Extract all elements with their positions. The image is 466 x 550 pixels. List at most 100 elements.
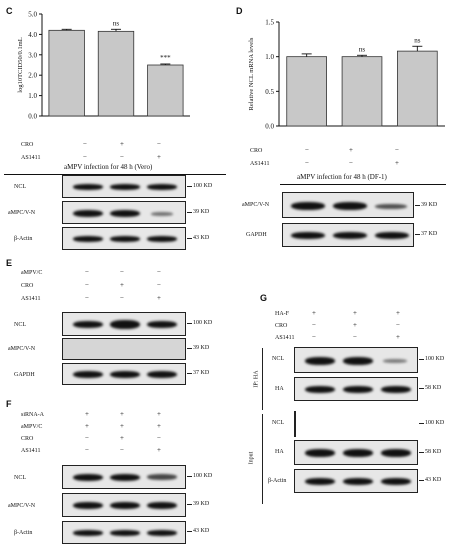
panel-c-blot-vn bbox=[62, 201, 186, 224]
panel-g-ip-blot-ncl-mw: 100 KD bbox=[425, 356, 445, 362]
panel-f-cro-sign-2: + bbox=[120, 434, 124, 442]
panel-c-significance: ns bbox=[113, 19, 120, 27]
panel-f-as1411-sign-1: − bbox=[85, 446, 89, 454]
panel-d-significance: ns bbox=[359, 45, 366, 53]
panel-c-ytick-label: 5.0 bbox=[28, 11, 37, 19]
panel-f-as1411-sign-3: + bbox=[157, 446, 161, 454]
panel-e-ampvc-sign-2: − bbox=[120, 268, 124, 276]
panel-e-blot-ncl-mw: 100 KD bbox=[193, 320, 213, 326]
panel-f-cro-sign-1: − bbox=[85, 434, 89, 442]
panel-e-ampvc-sign-1: − bbox=[85, 268, 89, 276]
panel-d-infection-label: aMPV infection for 48 h (DF-1) bbox=[297, 173, 387, 181]
panel-c-ytick-label: 1.0 bbox=[28, 92, 37, 100]
panel-d-treatment-cro-label: CRO bbox=[250, 148, 263, 154]
panel-c-bar bbox=[97, 30, 135, 117]
panel-d-letter: D bbox=[236, 6, 243, 16]
panel-c-blot-actin-label: β-Actin bbox=[14, 236, 33, 242]
panel-f-ampvc-sign-2: + bbox=[120, 422, 124, 430]
panel-c-treatment-as1411-label: AS1411 bbox=[21, 155, 41, 161]
panel-f-sirna-sign-2: + bbox=[120, 410, 124, 418]
panel-g-haf-sign-3: + bbox=[396, 309, 400, 317]
panel-f-treatment-sirna-label: siRNA-A bbox=[21, 412, 45, 418]
panel-g-input-blot-actin-mw: 43 KD bbox=[425, 477, 442, 483]
panel-c-as1411-sign-2: − bbox=[120, 153, 124, 161]
panel-f-treatment-ampvc-label: aMPV/C bbox=[21, 424, 43, 430]
panel-d-blot-vn-label: aMPC/V-N bbox=[242, 202, 270, 208]
panel-c-infection-label: aMPV infection for 48 h (Vero) bbox=[64, 163, 153, 171]
panel-g-ip-blot-ncl bbox=[294, 347, 418, 373]
panel-g-input-blot-ha bbox=[294, 440, 418, 465]
panel-c-blot-ncl-label: NCL bbox=[14, 184, 26, 190]
panel-d-blot-gapdh-label: GAPDH bbox=[246, 232, 267, 238]
panel-g-as1411-sign-2: − bbox=[353, 333, 357, 341]
panel-g-input-blot-actin bbox=[294, 469, 418, 493]
panel-d-bar-chart: 0.0 0.5 1.0 1.5 Relative NCL mRNA levels ns ns bbox=[248, 19, 445, 131]
panel-e-treatment-ampvc-label: aMPV/C bbox=[21, 270, 43, 276]
panel-e-treatment-as1411-label: AS1411 bbox=[21, 296, 41, 302]
panel-d-ylabel: Relative NCL mRNA levels bbox=[248, 37, 255, 110]
panel-g-ip-bracket bbox=[262, 348, 263, 410]
panel-g-treatment-haf-label: HA-F bbox=[275, 311, 290, 317]
panel-c-blot-actin bbox=[62, 227, 186, 250]
panel-g-ip-label: IP: HA bbox=[253, 370, 260, 388]
panel-f-cro-sign-3: − bbox=[157, 434, 161, 442]
panel-c-cro-sign-1: − bbox=[83, 140, 87, 148]
panel-d-blot-gapdh bbox=[282, 223, 414, 247]
panel-e-blot-vn-mw: 39 KD bbox=[193, 345, 210, 351]
panel-d-infection-rule bbox=[280, 184, 446, 185]
panel-e-blot-gapdh bbox=[62, 363, 186, 385]
panel-e-cro-sign-1: − bbox=[85, 281, 89, 289]
panel-f-treatment-as1411-label: AS1411 bbox=[21, 448, 41, 454]
panel-f-blot-actin-label: β-Actin bbox=[14, 530, 33, 536]
panel-d-treatment-as1411-label: AS1411 bbox=[250, 161, 270, 167]
panel-g-treatment-as1411-label: AS1411 bbox=[275, 335, 295, 341]
panel-g-as1411-sign-1: − bbox=[312, 333, 316, 341]
panel-e-blot-vn-label: aMPC/V-N bbox=[8, 346, 36, 352]
panel-d-bar bbox=[286, 56, 327, 127]
panel-d-as1411-sign-1: − bbox=[305, 159, 309, 167]
panel-g-ip-blot-ha-label: HA bbox=[275, 386, 284, 392]
panel-d-ytick-label: 0.5 bbox=[265, 88, 274, 96]
panel-c-infection-rule bbox=[4, 174, 226, 175]
panel-c-blot-ncl bbox=[62, 175, 186, 198]
panel-e-blot-ncl-label: NCL bbox=[14, 322, 26, 328]
panel-d-significance: ns bbox=[414, 36, 421, 44]
panel-g-ip-blot-ha-mw: 58 KD bbox=[425, 385, 442, 391]
panel-e-blot-vn bbox=[62, 338, 186, 360]
panel-f-sirna-sign-3: + bbox=[157, 410, 161, 418]
panel-d-ytick-label: 0.0 bbox=[265, 123, 274, 131]
panel-g-input-bracket bbox=[262, 414, 263, 504]
panel-c-as1411-sign-3: + bbox=[157, 153, 161, 161]
panel-d-cro-sign-1: − bbox=[305, 146, 309, 154]
panel-c-ytick-label: 0.0 bbox=[28, 113, 37, 121]
panel-g-cro-sign-2: + bbox=[353, 321, 357, 329]
panel-g-cro-sign-3: − bbox=[396, 321, 400, 329]
panel-c-blot-vn-mw: 39 KD bbox=[193, 209, 210, 215]
panel-e-letter: E bbox=[6, 258, 13, 268]
panel-f-blot-vn-mw: 39 KD bbox=[193, 501, 210, 507]
panel-g-input-label: Input bbox=[248, 451, 255, 465]
panel-f-blot-vn-label: aMPC/V-N bbox=[8, 503, 36, 509]
panel-g-ip-blot-ncl-label: NCL bbox=[272, 356, 284, 362]
panel-d-bar bbox=[397, 50, 438, 127]
panel-e-as1411-sign-2: − bbox=[120, 294, 124, 302]
panel-g-treatment-cro-label: CRO bbox=[275, 323, 288, 329]
panel-c-ytick-label: 4.0 bbox=[28, 31, 37, 39]
panel-c-blot-vn-label: aMPC/V-N bbox=[8, 210, 36, 216]
panel-e-as1411-sign-1: − bbox=[85, 294, 89, 302]
panel-g-input-blot-ncl-mw: 100 KD bbox=[425, 420, 445, 426]
panel-g-cro-sign-1: − bbox=[312, 321, 316, 329]
panel-d-as1411-sign-3: + bbox=[395, 159, 399, 167]
panel-d-blot-gapdh-mw: 37 KD bbox=[421, 231, 438, 237]
panel-f-blot-ncl bbox=[62, 465, 186, 489]
panel-c-significance: *** bbox=[160, 54, 171, 62]
panel-c-blot-ncl-mw: 100 KD bbox=[193, 183, 213, 189]
panel-f-blot-actin bbox=[62, 521, 186, 544]
panel-d-cro-sign-2: + bbox=[349, 146, 353, 154]
panel-g-input-blot-ncl-label: NCL bbox=[272, 420, 284, 426]
panel-e-as1411-sign-3: + bbox=[157, 294, 161, 302]
panel-c-bar-chart: 0.0 1.0 2.0 3.0 4.0 5.0 log10TCID50/0.1mL ns *** bbox=[17, 11, 190, 121]
panel-c-cro-sign-3: − bbox=[157, 140, 161, 148]
panel-e-cro-sign-2: + bbox=[120, 281, 124, 289]
panel-c-bar bbox=[147, 64, 184, 117]
